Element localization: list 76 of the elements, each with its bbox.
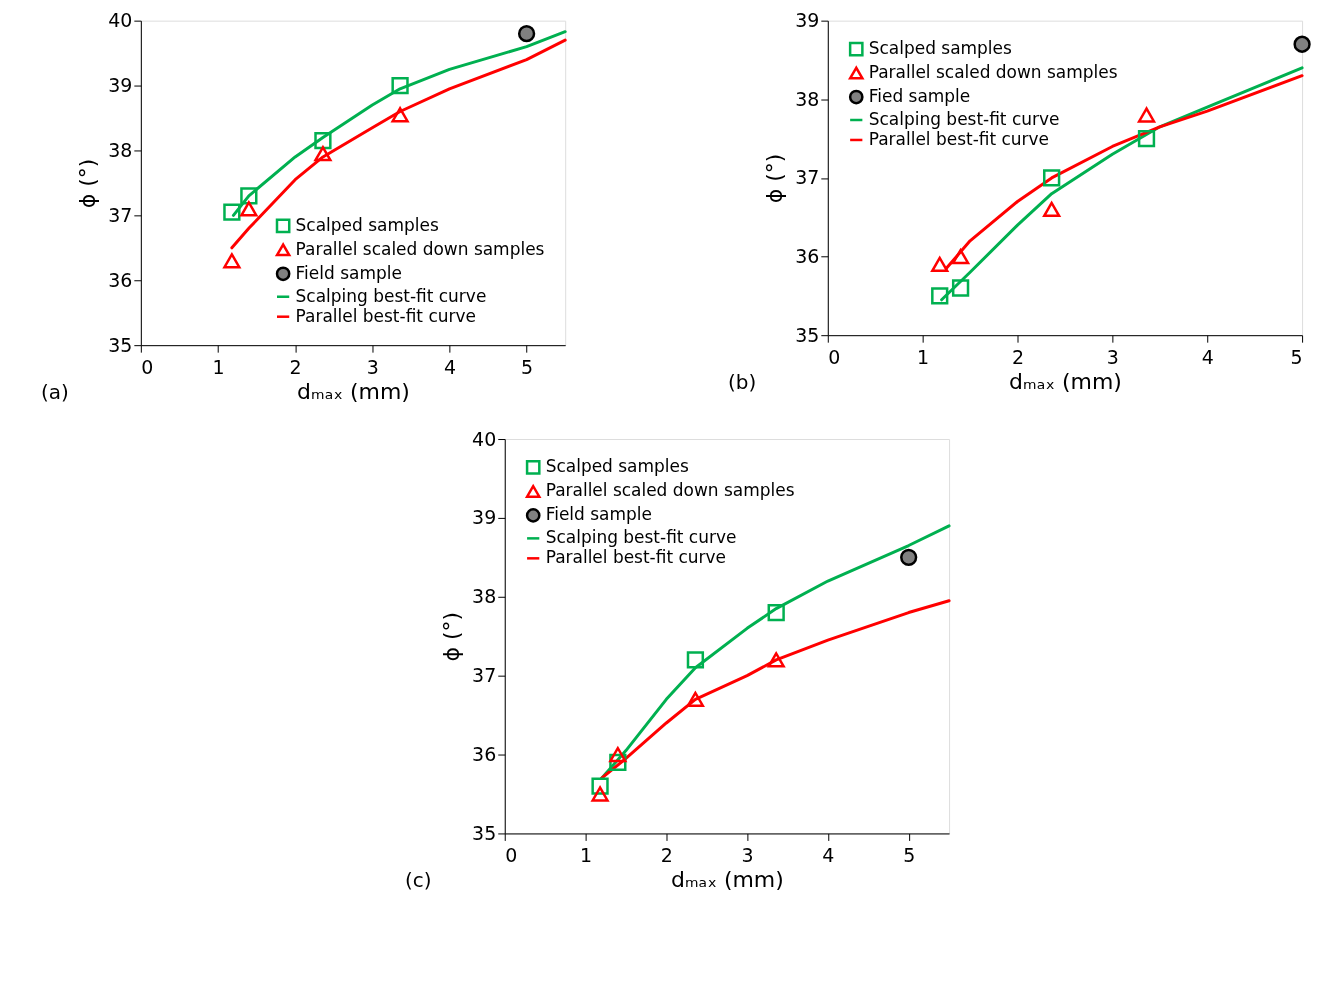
point xyxy=(391,107,409,123)
y-tick-label: 37 xyxy=(472,664,497,687)
point xyxy=(767,603,785,622)
y-tick-label: 35 xyxy=(108,333,133,356)
y-tick-label: 40 xyxy=(108,9,133,32)
x-tick-label: 0 xyxy=(505,843,518,866)
x-tick-label: 1 xyxy=(579,843,593,866)
point xyxy=(591,786,609,802)
legend-label: Scalping best-fit curve xyxy=(295,285,487,306)
y-tick-label: 39 xyxy=(795,9,820,32)
x-tick-label: 5 xyxy=(903,843,916,866)
y-axis-title: ϕ (°) xyxy=(75,158,101,209)
text: (b) xyxy=(727,370,757,395)
x-tick-label: 4 xyxy=(1201,345,1214,368)
legend-label: Field sample xyxy=(545,504,652,525)
legend-label: Scalping best-fit curve xyxy=(545,527,737,548)
x-tick-label: 5 xyxy=(1290,345,1303,368)
legend-label: Field sample xyxy=(295,262,402,283)
point xyxy=(391,76,409,95)
point xyxy=(314,132,332,150)
x-tick-label: 0 xyxy=(828,345,841,368)
y-tick-label: 38 xyxy=(795,87,820,110)
point xyxy=(686,651,705,669)
y-tick-label: 35 xyxy=(472,821,497,844)
legend-label: Scalping best-fit curve xyxy=(868,108,1060,129)
legend-label: Parallel scaled down samples xyxy=(295,238,545,259)
y-axis-title: ϕ (°) xyxy=(762,153,788,204)
x-tick-label: 1 xyxy=(917,345,930,368)
point xyxy=(240,201,258,217)
legend-label: Parallel scaled down samples xyxy=(868,62,1118,83)
x-tick-label: 3 xyxy=(741,843,754,866)
x-axis-title: dₘₐₓ (mm) xyxy=(1009,368,1122,394)
y-tick-label: 37 xyxy=(108,203,133,226)
legend-label: Scalped samples xyxy=(868,38,1013,59)
y-axis-title: ϕ (°) xyxy=(439,611,465,662)
x-tick-label: 2 xyxy=(289,355,302,378)
legend-label: Parallel scaled down samples xyxy=(545,480,795,501)
point xyxy=(591,777,609,795)
legend-label: Scalped samples xyxy=(545,456,689,477)
x-axis-title: dₘₐₓ (mm) xyxy=(297,378,410,404)
point xyxy=(517,24,536,43)
legend-label: Parallel best-fit curve xyxy=(545,547,727,568)
x-tick-label: 3 xyxy=(1106,345,1119,368)
x-tick-label: 4 xyxy=(822,843,835,866)
legend-label: Scalped samples xyxy=(295,214,439,235)
y-tick-label: 36 xyxy=(108,268,133,291)
y-tick-label: 40 xyxy=(472,427,497,450)
x-tick-label: 2 xyxy=(660,843,673,866)
x-tick-label: 1 xyxy=(212,355,225,378)
point xyxy=(240,187,258,205)
x-tick-label: 3 xyxy=(366,355,379,378)
point xyxy=(900,548,918,566)
x-tick-label: 0 xyxy=(141,355,154,378)
legend-label: Parallel best-fit curve xyxy=(295,305,476,326)
point xyxy=(223,203,241,221)
legend-label: Fied sample xyxy=(868,86,971,107)
y-tick-label: 35 xyxy=(795,323,820,346)
y-tick-label: 39 xyxy=(108,74,133,97)
y-tick-label: 37 xyxy=(795,166,820,189)
x-tick-label: 2 xyxy=(1011,345,1025,368)
y-tick-label: 36 xyxy=(472,743,497,766)
point xyxy=(686,691,705,707)
point xyxy=(223,253,241,269)
x-axis-title: dₘₐₓ (mm) xyxy=(670,866,784,892)
text: (c) xyxy=(404,868,432,893)
point xyxy=(609,746,627,763)
x-tick-label: 4 xyxy=(443,355,456,378)
y-tick-label: 38 xyxy=(108,138,133,161)
x-tick-label: 5 xyxy=(521,355,534,378)
text: (a) xyxy=(40,380,69,405)
point xyxy=(767,652,785,668)
y-tick-label: 38 xyxy=(472,585,497,608)
y-tick-label: 36 xyxy=(795,245,820,268)
y-tick-label: 39 xyxy=(472,506,497,529)
point xyxy=(314,146,332,162)
legend-label: Parallel best-fit curve xyxy=(868,128,1050,149)
